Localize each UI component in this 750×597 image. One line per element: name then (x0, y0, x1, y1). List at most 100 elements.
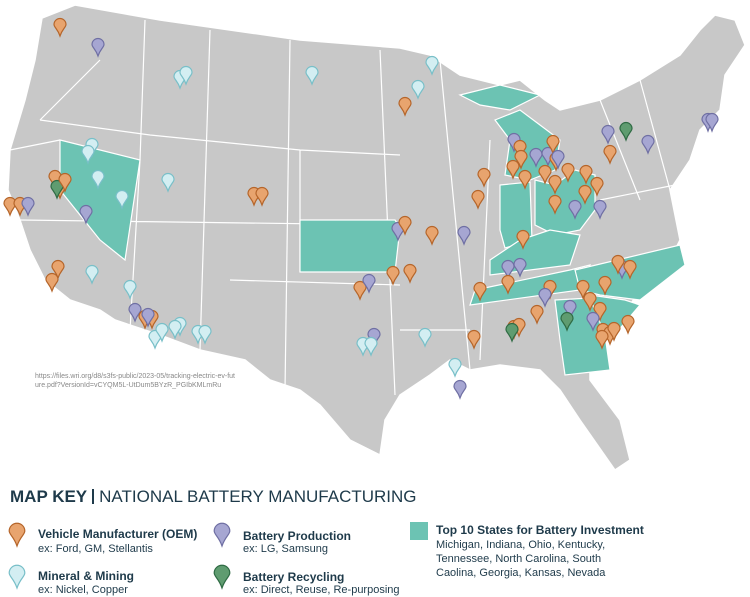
legend-example: ex: Direct, Reuse, Re-purposing (243, 584, 400, 596)
pin (148, 329, 162, 350)
pin (403, 263, 417, 284)
pin (386, 265, 400, 286)
pin (529, 147, 543, 168)
legend-name: Battery Production (243, 529, 352, 543)
pin (576, 279, 590, 300)
pin (448, 357, 462, 378)
pin (305, 65, 319, 86)
pin (85, 264, 99, 285)
us-map (3, 4, 746, 470)
pin (579, 164, 593, 185)
pin (586, 311, 600, 332)
key-subtitle: NATIONAL BATTERY MANUFACTURING (99, 487, 417, 506)
pin (501, 274, 515, 295)
pin (353, 280, 367, 301)
divider (92, 489, 95, 504)
pin (501, 259, 515, 280)
pin (619, 121, 633, 142)
legend-description: Michigan, Indiana, Ohio, Kentucky, Tenne… (436, 539, 606, 579)
pin (601, 124, 615, 145)
pin (538, 164, 552, 185)
pin (513, 139, 527, 160)
pin (398, 96, 412, 117)
pin (560, 311, 574, 332)
pin (425, 55, 439, 76)
pin (453, 379, 467, 400)
pin (583, 291, 597, 312)
pin (568, 199, 582, 220)
pin (45, 272, 59, 293)
pin (593, 301, 607, 322)
pin (477, 167, 491, 188)
pin (364, 336, 378, 357)
pin (161, 172, 175, 193)
pin (563, 299, 577, 320)
pin (641, 134, 655, 155)
pin (551, 149, 565, 170)
pin (213, 564, 231, 590)
pin (213, 522, 231, 548)
pin (518, 169, 532, 190)
pin (50, 179, 64, 200)
pin (505, 322, 519, 343)
pin (141, 307, 155, 328)
pin (593, 199, 607, 220)
pin (21, 196, 35, 217)
pin (81, 144, 95, 165)
pin (538, 287, 552, 308)
pin (362, 273, 376, 294)
pin (255, 186, 269, 207)
pin (58, 172, 72, 193)
pin (91, 169, 105, 190)
pin (514, 149, 528, 170)
pin (546, 134, 560, 155)
pin (516, 229, 530, 250)
key-title-bold: MAP KEY (10, 487, 88, 506)
legend-name: Mineral & Mining (38, 569, 134, 583)
pin (457, 225, 471, 246)
pin (3, 196, 17, 217)
legend-example: ex: Nickel, Copper (38, 584, 128, 596)
pin (548, 194, 562, 215)
pin (513, 257, 527, 278)
pin (425, 225, 439, 246)
top-states-swatch (410, 522, 428, 540)
pin (115, 189, 129, 210)
pin (578, 184, 592, 205)
pin (155, 322, 169, 343)
key-title: MAP KEY NATIONAL BATTERY MANUFACTURING (10, 487, 417, 507)
legend-example: ex: LG, Samsung (243, 543, 328, 555)
pin (179, 65, 193, 86)
pin (598, 275, 612, 296)
legend-name: Vehicle Manufacturer (OEM) (38, 527, 198, 541)
pin (561, 162, 575, 183)
legend-example: ex: Ford, GM, Stellantis (38, 543, 153, 555)
pin (705, 112, 719, 133)
pin (590, 176, 604, 197)
pin (123, 279, 137, 300)
pin (398, 215, 412, 236)
pin (621, 314, 635, 335)
pin (530, 304, 544, 325)
pin (506, 159, 520, 180)
pin (411, 79, 425, 100)
pin (471, 189, 485, 210)
source-note: https://files.wri.org/d8/s3fs-public/202… (35, 373, 235, 389)
pin (623, 259, 637, 280)
pin (51, 259, 65, 280)
pin (467, 329, 481, 350)
pin (8, 522, 26, 548)
legend-name: Battery Recycling (243, 570, 345, 584)
pin (607, 321, 621, 342)
pin (8, 564, 26, 590)
pin (595, 329, 609, 350)
pin (168, 319, 182, 340)
pin (128, 302, 142, 323)
pin (548, 174, 562, 195)
pin (198, 324, 212, 345)
pin (473, 281, 487, 302)
legend-name: Top 10 States for Battery Investment (436, 523, 644, 537)
pin (91, 37, 105, 58)
pin (418, 327, 432, 348)
